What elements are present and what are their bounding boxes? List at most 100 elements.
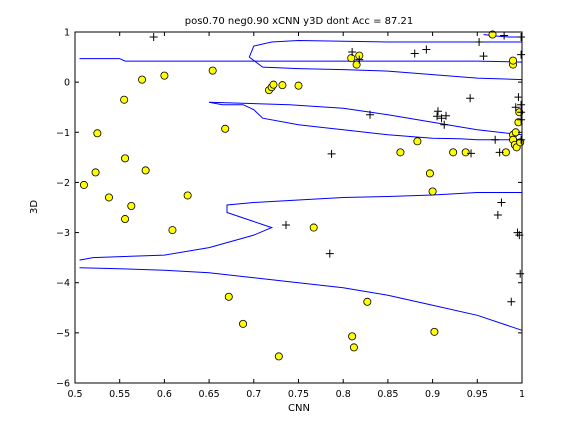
plus-point <box>410 49 419 58</box>
circle-point <box>348 332 357 341</box>
plus-point <box>517 100 526 109</box>
circle-point <box>278 81 287 90</box>
decision-boundary-line <box>79 267 523 331</box>
decision-boundary-layer <box>79 34 523 331</box>
y-tick-label: 0 <box>64 78 70 89</box>
x-tick-label: 0.9 <box>425 389 440 400</box>
x-tick-label: 0.85 <box>377 389 398 400</box>
plus-point <box>366 110 375 119</box>
y-tick-label: −2 <box>56 178 70 189</box>
circle-point <box>269 80 278 89</box>
x-tick-label: 0.65 <box>199 389 220 400</box>
circle-point <box>239 319 248 328</box>
circle-point <box>121 215 130 224</box>
decision-boundary-line <box>248 39 523 81</box>
plus-point <box>433 112 442 121</box>
y-tick-label: −3 <box>56 228 70 239</box>
data-points-layer <box>79 30 526 361</box>
plus-point <box>281 221 290 230</box>
circle-point <box>274 352 283 361</box>
plus-point <box>517 50 526 59</box>
circle-point <box>183 191 192 200</box>
axis-ticks-layer: 0.5 0.55 0.6 0.65 0.7 0.75 0.8 0.85 0.9 0.95 1 1 0 −1… <box>56 28 525 401</box>
circle-point <box>224 292 233 301</box>
circle-point <box>509 56 518 65</box>
plus-point <box>440 120 449 129</box>
plus-point <box>495 148 504 157</box>
circle-point <box>93 129 102 138</box>
x-axis-label: CNN <box>288 403 310 414</box>
plus-point <box>348 48 357 57</box>
plus-point <box>437 114 446 123</box>
circle-point <box>396 148 405 157</box>
plus-point <box>517 135 526 144</box>
x-tick-label: 0.8 <box>336 389 351 400</box>
circle-point <box>347 54 356 63</box>
circle-point <box>430 327 439 336</box>
plus-point <box>507 297 516 306</box>
circle-point <box>168 226 177 235</box>
plus-point <box>325 249 334 258</box>
circle-point <box>413 137 422 146</box>
plus-point <box>442 111 451 120</box>
circle-point <box>221 124 230 133</box>
plus-point <box>466 94 475 103</box>
circle-point <box>488 30 497 39</box>
circle-point <box>121 154 130 163</box>
plus-point <box>422 45 431 54</box>
circle-point <box>141 166 150 175</box>
y-axis-label: 3D <box>29 200 40 214</box>
circle-point <box>449 148 458 157</box>
decision-boundary-line <box>209 101 523 136</box>
circle-point <box>309 223 318 232</box>
circle-point <box>127 201 136 210</box>
decision-boundary-line <box>79 192 522 261</box>
plus-point <box>516 269 525 278</box>
decision-boundary-line <box>209 101 522 141</box>
chart-title: pos0.70 neg0.90 xCNN y3D dont Acc = 87.2… <box>185 16 414 27</box>
plus-point <box>327 149 336 158</box>
circle-point <box>91 168 100 177</box>
circle-point <box>363 297 372 306</box>
circle-point <box>160 71 169 80</box>
y-tick-label: −6 <box>56 379 70 390</box>
circle-point <box>79 180 88 189</box>
circle-point <box>120 95 129 104</box>
plus-point <box>149 33 158 42</box>
circle-point <box>208 66 217 75</box>
circle-point <box>425 169 434 178</box>
plus-point <box>491 135 500 144</box>
plus-point <box>500 31 509 40</box>
x-tick-label: 0.5 <box>67 389 82 400</box>
y-tick-label: −5 <box>56 328 70 339</box>
y-tick-label: 1 <box>64 28 70 39</box>
plus-point <box>511 103 520 112</box>
plus-point <box>497 198 506 207</box>
x-tick-label: 0.7 <box>246 389 261 400</box>
circle-point <box>349 343 358 352</box>
x-tick-label: 0.75 <box>288 389 309 400</box>
circle-point <box>428 187 437 196</box>
plus-point <box>475 38 484 47</box>
plus-point <box>517 108 526 117</box>
circle-point <box>352 60 361 69</box>
x-tick-label: 0.55 <box>109 389 130 400</box>
x-tick-label: 0.6 <box>157 389 172 400</box>
plus-point <box>514 93 523 102</box>
y-tick-label: −1 <box>56 128 70 139</box>
y-tick-label: −4 <box>56 278 70 289</box>
x-tick-label: 0.95 <box>467 389 488 400</box>
circle-point <box>104 193 113 202</box>
plus-point <box>479 52 488 61</box>
circle-point <box>294 81 303 90</box>
plus-point <box>517 33 526 42</box>
plus-point <box>433 107 442 116</box>
plus-point <box>493 211 502 220</box>
decision-boundary-line <box>79 58 523 63</box>
circle-point <box>138 75 147 84</box>
plus-point <box>467 149 476 158</box>
plus-point <box>355 55 364 64</box>
x-tick-label: 1 <box>519 389 525 400</box>
